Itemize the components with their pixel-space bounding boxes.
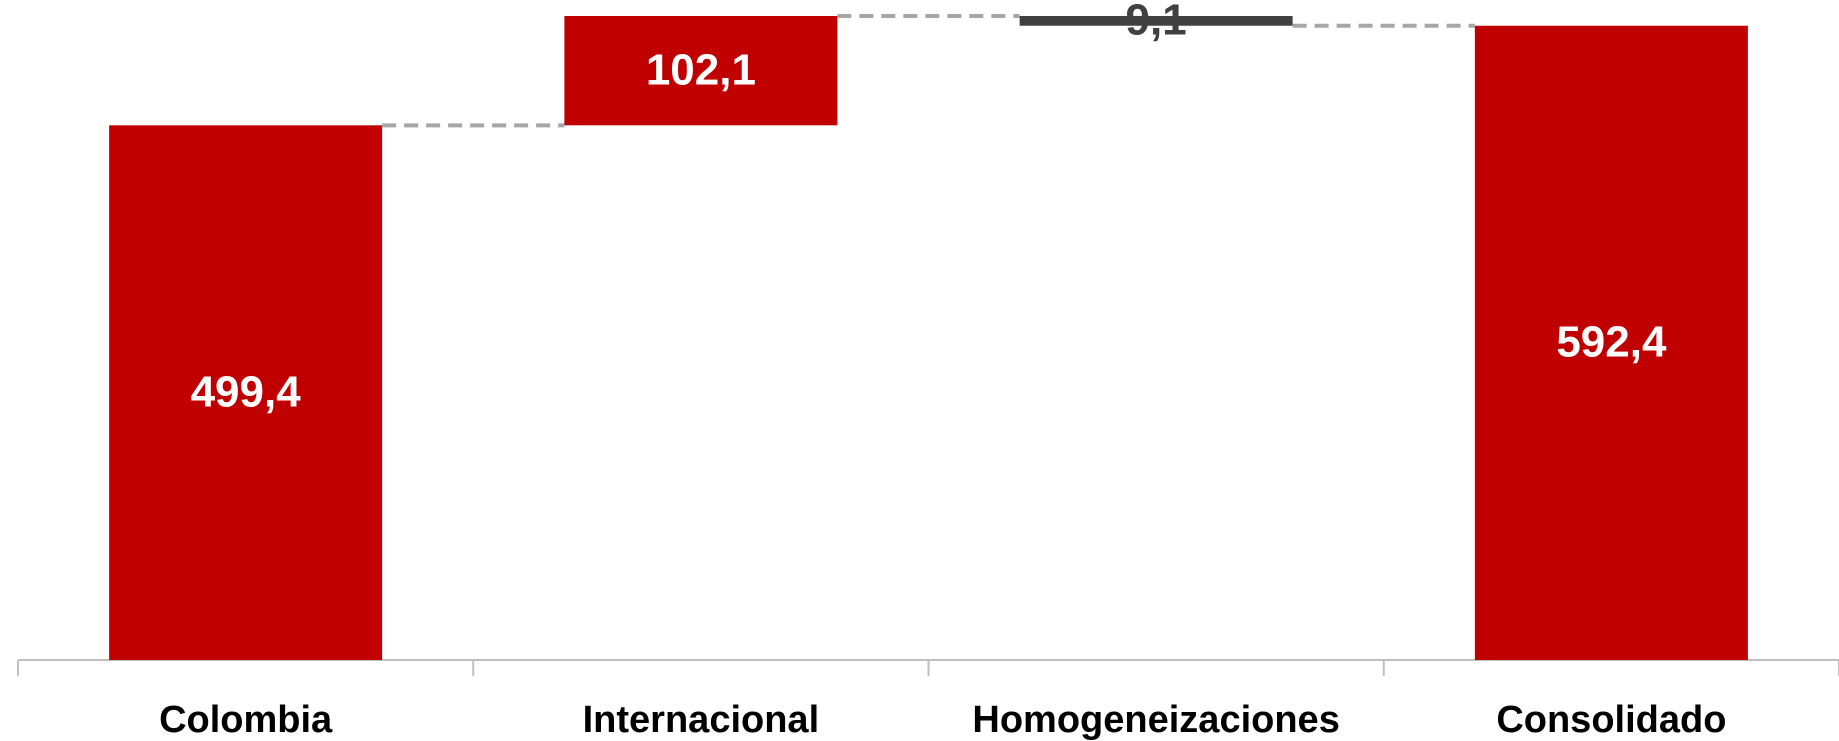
x-tick-label: Colombia <box>159 699 333 741</box>
bar <box>109 125 383 661</box>
bar <box>564 16 838 126</box>
bar <box>1019 16 1293 26</box>
x-tick-label: Consolidado <box>1496 699 1726 741</box>
x-tick-label: Homogeneizaciones <box>972 699 1339 741</box>
data-label: 499,4 <box>191 367 302 416</box>
bar <box>1474 25 1748 660</box>
data-label: 592,4 <box>1556 317 1667 366</box>
x-tick-label: Internacional <box>583 699 820 741</box>
data-label: 9,1 <box>1126 0 1187 44</box>
data-label: 102,1 <box>646 45 756 94</box>
